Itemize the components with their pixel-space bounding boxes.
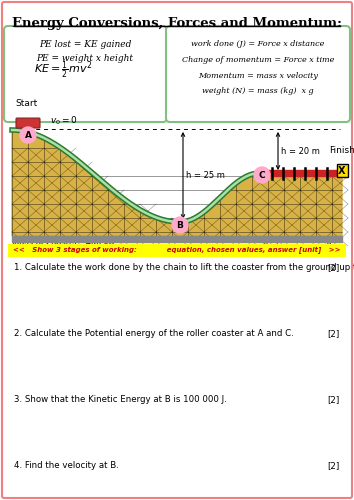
Text: X: X: [338, 166, 346, 176]
FancyBboxPatch shape: [16, 118, 40, 128]
FancyBboxPatch shape: [4, 26, 167, 122]
Text: 2. Calculate the Potential energy of the roller coaster at A and C.: 2. Calculate the Potential energy of the…: [14, 329, 294, 338]
Circle shape: [254, 167, 270, 183]
Text: 'g'  =  10  N/kg: 'g' = 10 N/kg: [12, 248, 75, 257]
Text: work done (J) = Force x distance: work done (J) = Force x distance: [191, 40, 325, 48]
Polygon shape: [12, 130, 342, 236]
Text: 4. Find the velocity at B.: 4. Find the velocity at B.: [14, 461, 119, 470]
Circle shape: [172, 217, 188, 233]
Text: B: B: [177, 220, 183, 230]
FancyBboxPatch shape: [337, 164, 348, 177]
Text: weight (N) = mass (kg)  x g: weight (N) = mass (kg) x g: [202, 87, 314, 95]
Text: 1. Calculate the work done by the chain to lift the coaster from the ground up t: 1. Calculate the work done by the chain …: [14, 263, 354, 272]
Text: $v_0 = 0$: $v_0 = 0$: [50, 114, 78, 127]
Text: [2]: [2]: [328, 395, 340, 404]
Text: [2]: [2]: [328, 329, 340, 338]
Text: Mass of coaster:  400 kg: Mass of coaster: 400 kg: [12, 238, 114, 247]
Text: Change of momentum = Force x time: Change of momentum = Force x time: [182, 56, 334, 64]
Text: 3. Show that the Kinetic Energy at B is 100 000 J.: 3. Show that the Kinetic Energy at B is …: [14, 395, 227, 404]
FancyBboxPatch shape: [166, 26, 350, 122]
Text: Energy Conversions, Forces and Momentum:: Energy Conversions, Forces and Momentum:: [12, 17, 342, 30]
Bar: [8, 244, 346, 257]
Text: Start: Start: [15, 99, 37, 108]
Text: C: C: [259, 170, 265, 179]
Circle shape: [20, 127, 36, 143]
Text: h = 20 m: h = 20 m: [281, 146, 320, 156]
Text: Momentum = mass x velocity: Momentum = mass x velocity: [198, 72, 318, 80]
Text: h = 25 m: h = 25 m: [186, 171, 225, 180]
Text: [2]: [2]: [328, 461, 340, 470]
Text: PE lost = KE gained: PE lost = KE gained: [39, 40, 131, 49]
Text: $KE = \frac{1}{2}mv^2$: $KE = \frac{1}{2}mv^2$: [34, 60, 92, 80]
Text: [2]: [2]: [328, 263, 340, 272]
Text: PE = weight x height: PE = weight x height: [36, 54, 133, 63]
Text: <<   Show 3 stages of working:            equation, chosen values, answer [unit]: << Show 3 stages of working: equation, c…: [13, 247, 341, 254]
Text: Braking zone = 25 m: Braking zone = 25 m: [263, 242, 343, 251]
Text: A: A: [24, 130, 32, 140]
Text: Finish: Finish: [329, 146, 354, 155]
